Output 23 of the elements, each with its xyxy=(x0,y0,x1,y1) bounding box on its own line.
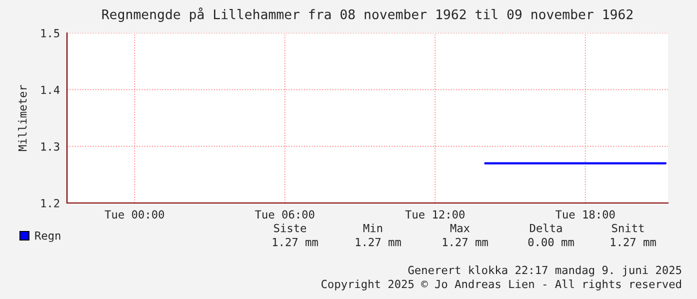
text: Max xyxy=(450,224,470,232)
x-tick-label: Tue 18:00 xyxy=(556,210,615,219)
text: Min xyxy=(363,224,382,232)
text: 1.27 mm xyxy=(356,238,401,246)
chart-title: Regnmengde på Lillehammer fra 08 november 1962 til 09 november 1962 xyxy=(102,8,632,22)
text: 0.00 mm xyxy=(528,238,574,246)
text: 1.27 mm xyxy=(610,238,656,246)
y-axis-title: Millimeter xyxy=(18,84,27,151)
text: Generert klokka 22:17 mandag 9. juni 2025 xyxy=(408,266,682,276)
text: Copyright 2025 © Jo Andreas Lien - All rights reserved xyxy=(322,280,681,290)
y-tick-label: 1.3 xyxy=(41,142,60,151)
text: Delta xyxy=(530,224,562,232)
x-tick-label: Tue 06:00 xyxy=(255,210,314,219)
text: 1.27 mm xyxy=(442,238,488,246)
y-tick-label: 1.4 xyxy=(41,86,60,94)
y-tick-label: 1.2 xyxy=(41,199,60,208)
text: Siste xyxy=(274,224,306,232)
legend-label: Regn xyxy=(35,232,60,242)
text: Snitt xyxy=(612,224,644,232)
y-tick-label: 1.5 xyxy=(41,29,60,38)
x-tick-label: Tue 12:00 xyxy=(405,210,464,219)
x-tick-label: Tue 00:00 xyxy=(104,210,164,219)
text: 1.27 mm xyxy=(272,238,318,246)
